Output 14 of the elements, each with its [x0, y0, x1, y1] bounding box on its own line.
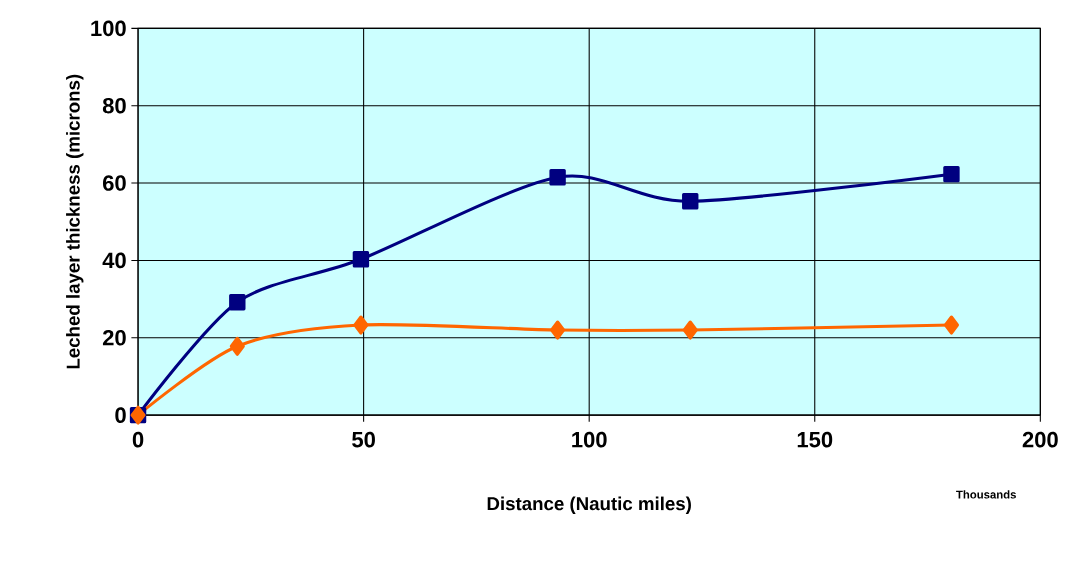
x-tick-label: 0: [132, 431, 144, 448]
x-tick-label: 150: [797, 431, 833, 448]
x-tick-label: 100: [572, 431, 607, 448]
x-tick-label: 200: [1022, 431, 1058, 448]
y-tick-label: 40: [102, 252, 126, 269]
y-axis-title: Leched layer thickness (microns): [66, 74, 84, 369]
text: Thousands: [956, 490, 1016, 499]
x-axis-title: Distance (Nautic miles): [487, 496, 691, 514]
y-tick-label: 100: [91, 20, 126, 37]
y-tick-label: 60: [103, 175, 126, 191]
y-tick-label: 80: [102, 97, 126, 114]
x-tick-label: 50: [352, 431, 375, 448]
y-tick-label: 0: [115, 407, 126, 423]
y-tick-label: 20: [102, 329, 126, 346]
